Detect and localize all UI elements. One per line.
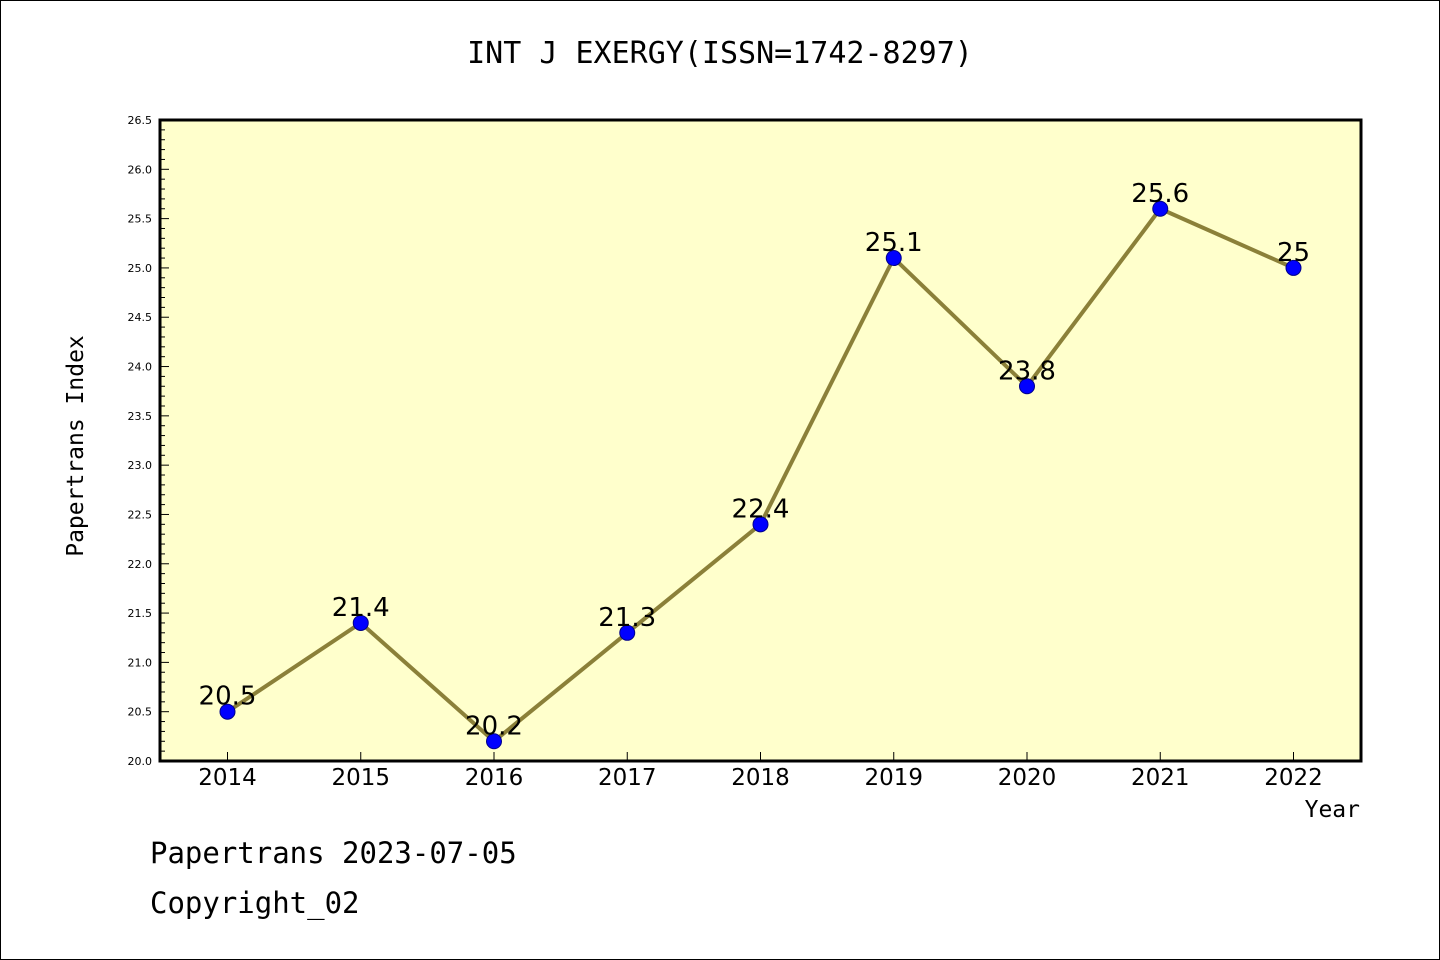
plot-area	[160, 120, 1361, 761]
data-point	[1152, 200, 1169, 217]
y-tick-label: 21.0	[128, 656, 153, 669]
chart-title: INT J EXERGY(ISSN=1742-8297)	[467, 36, 973, 71]
y-tick-label: 26.0	[128, 163, 153, 176]
data-labels: 20.5 21.4 20.2 21.3 22.4 25.1 23.8 25.6 25	[199, 179, 1310, 742]
x-tick-label: 2014	[198, 765, 257, 791]
y-tick-label: 25.0	[128, 262, 153, 275]
x-tick-label: 2017	[598, 765, 657, 791]
plot-border	[158, 118, 1363, 763]
data-point	[1019, 378, 1035, 395]
x-axis-label: Year	[1304, 797, 1360, 823]
y-tick-label: 24.5	[128, 311, 153, 324]
data-point	[219, 703, 236, 720]
x-tick-label: 2022	[1264, 765, 1323, 791]
x-tick-label: 2018	[731, 765, 790, 791]
data-label: 25.6	[1131, 179, 1189, 209]
data-label: 22.4	[732, 494, 790, 524]
y-tick-label: 25.5	[128, 213, 153, 226]
data-markers	[219, 200, 1302, 750]
y-tick-label: 26.5	[128, 114, 153, 127]
data-point	[752, 516, 769, 533]
y-tick-label: 22.5	[128, 508, 153, 521]
x-tick-label: 2020	[998, 765, 1057, 791]
x-tick-label: 2016	[465, 765, 524, 791]
data-point	[352, 614, 369, 631]
x-tick-label: 2019	[864, 765, 923, 791]
data-label: 23.8	[998, 356, 1056, 386]
y-tick-label: 23.5	[128, 410, 153, 423]
data-label: 21.3	[598, 603, 656, 633]
y-axis: 20.0 20.5 21.0 21.5 22.0 22.5 23.0 23.5 24.0 24.5…	[128, 114, 169, 768]
y-tick-label: 21.5	[128, 607, 153, 620]
data-label: 20.2	[465, 711, 523, 741]
footer-copyright: Copyright_02	[150, 886, 360, 920]
y-tick-label: 20.5	[128, 706, 153, 719]
data-label: 25	[1277, 238, 1310, 268]
y-tick-label: 20.0	[128, 755, 153, 768]
data-point	[486, 733, 502, 750]
footer-date: Papertrans 2023-07-05	[150, 836, 517, 870]
y-tick-label: 23.0	[128, 459, 153, 472]
data-label: 20.5	[199, 682, 257, 712]
y-tick-label: 24.0	[128, 361, 153, 374]
data-point	[885, 250, 902, 267]
x-axis: 2014 2015 2016 2017 2018 2019 2020 2021 2022	[198, 752, 1323, 791]
data-point	[1285, 259, 1302, 276]
data-label: 21.4	[332, 593, 390, 623]
x-tick-label: 2021	[1131, 765, 1190, 791]
data-label: 25.1	[865, 228, 923, 258]
y-tick-label: 22.0	[128, 558, 153, 571]
x-tick-label: 2015	[331, 765, 390, 791]
data-point	[619, 624, 636, 641]
